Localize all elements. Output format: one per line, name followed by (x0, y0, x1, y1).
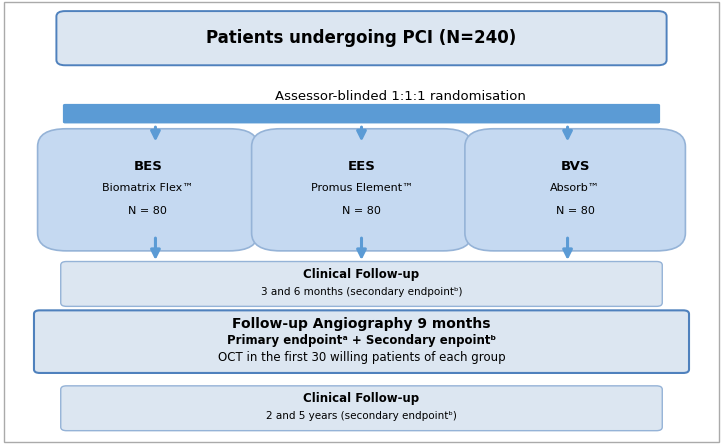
FancyBboxPatch shape (56, 11, 667, 65)
FancyBboxPatch shape (34, 310, 689, 373)
Text: Clinical Follow-up: Clinical Follow-up (304, 392, 419, 405)
Text: Patients undergoing PCI (N=240): Patients undergoing PCI (N=240) (206, 29, 517, 47)
Text: N = 80: N = 80 (343, 206, 381, 216)
Text: Follow-up Angiography 9 months: Follow-up Angiography 9 months (232, 317, 491, 331)
FancyBboxPatch shape (63, 104, 660, 123)
Text: Assessor-blinded 1:1:1 randomisation: Assessor-blinded 1:1:1 randomisation (275, 90, 526, 103)
Text: 2 and 5 years (secondary endpointᵇ): 2 and 5 years (secondary endpointᵇ) (266, 411, 457, 421)
Text: Biomatrix Flex™: Biomatrix Flex™ (102, 182, 194, 193)
Text: Clinical Follow-up: Clinical Follow-up (304, 268, 419, 281)
Text: N = 80: N = 80 (129, 206, 167, 216)
FancyBboxPatch shape (4, 2, 719, 442)
Text: BVS: BVS (560, 160, 590, 173)
FancyBboxPatch shape (61, 262, 662, 306)
FancyBboxPatch shape (61, 386, 662, 431)
FancyBboxPatch shape (252, 129, 472, 251)
Text: Promus Element™: Promus Element™ (311, 182, 413, 193)
Text: EES: EES (348, 160, 376, 173)
Text: Absorb™: Absorb™ (550, 182, 600, 193)
Text: N = 80: N = 80 (556, 206, 594, 216)
FancyBboxPatch shape (38, 129, 258, 251)
Text: 3 and 6 months (secondary endpointᵇ): 3 and 6 months (secondary endpointᵇ) (261, 287, 462, 297)
FancyBboxPatch shape (465, 129, 685, 251)
Text: BES: BES (134, 160, 162, 173)
Text: Primary endpointᵃ + Secondary enpointᵇ: Primary endpointᵃ + Secondary enpointᵇ (227, 334, 496, 347)
Text: OCT in the first 30 willing patients of each group: OCT in the first 30 willing patients of … (218, 351, 505, 364)
